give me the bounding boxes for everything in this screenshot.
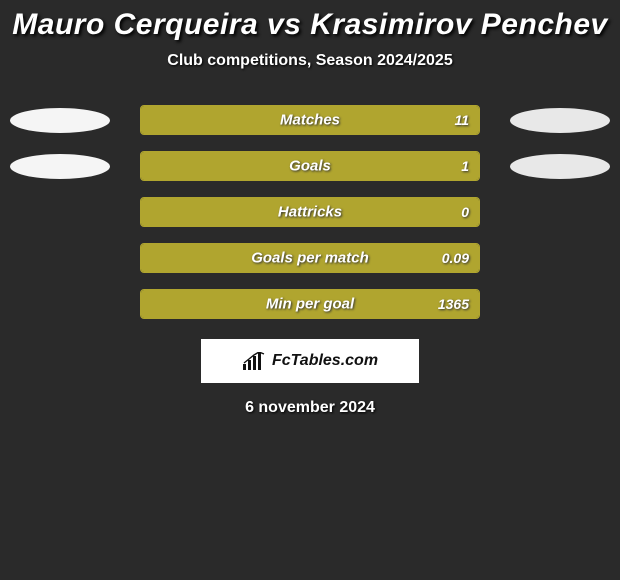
stat-value: 0.09: [442, 250, 469, 266]
page-title: Mauro Cerqueira vs Krasimirov Penchev: [0, 8, 620, 42]
spacer: [510, 292, 610, 317]
player-left-marker: [10, 108, 110, 133]
stat-label: Goals: [289, 158, 331, 175]
stat-row: Hattricks 0: [0, 197, 620, 227]
brand-badge: FcTables.com: [201, 339, 419, 383]
player-left-marker: [10, 154, 110, 179]
stat-row: Matches 11: [0, 105, 620, 135]
spacer: [10, 200, 110, 225]
stat-bar: Min per goal 1365: [140, 289, 480, 319]
footer-date: 6 november 2024: [0, 399, 620, 417]
stat-label: Goals per match: [251, 250, 369, 267]
brand-text: FcTables.com: [272, 352, 378, 370]
stats-rows: Matches 11 Goals 1 Hattricks 0 Goals per match…: [0, 105, 620, 319]
stat-label: Hattricks: [278, 204, 342, 221]
stat-label: Matches: [280, 112, 340, 129]
stat-bar: Goals 1: [140, 151, 480, 181]
spacer: [10, 246, 110, 271]
stat-bar: Matches 11: [140, 105, 480, 135]
stat-value: 11: [454, 112, 469, 128]
subtitle: Club competitions, Season 2024/2025: [0, 52, 620, 70]
stat-bar: Hattricks 0: [140, 197, 480, 227]
stat-row: Goals 1: [0, 151, 620, 181]
stat-bar: Goals per match 0.09: [140, 243, 480, 273]
stat-label: Min per goal: [266, 296, 354, 313]
spacer: [510, 200, 610, 225]
stat-value: 1365: [438, 296, 469, 312]
stat-value: 0: [461, 204, 469, 220]
player-right-marker: [510, 108, 610, 133]
chart-icon: [242, 352, 266, 370]
spacer: [10, 292, 110, 317]
stat-row: Min per goal 1365: [0, 289, 620, 319]
comparison-infographic: Mauro Cerqueira vs Krasimirov Penchev Cl…: [0, 0, 620, 417]
player-right-marker: [510, 154, 610, 179]
spacer: [510, 246, 610, 271]
stat-row: Goals per match 0.09: [0, 243, 620, 273]
stat-value: 1: [461, 158, 469, 174]
